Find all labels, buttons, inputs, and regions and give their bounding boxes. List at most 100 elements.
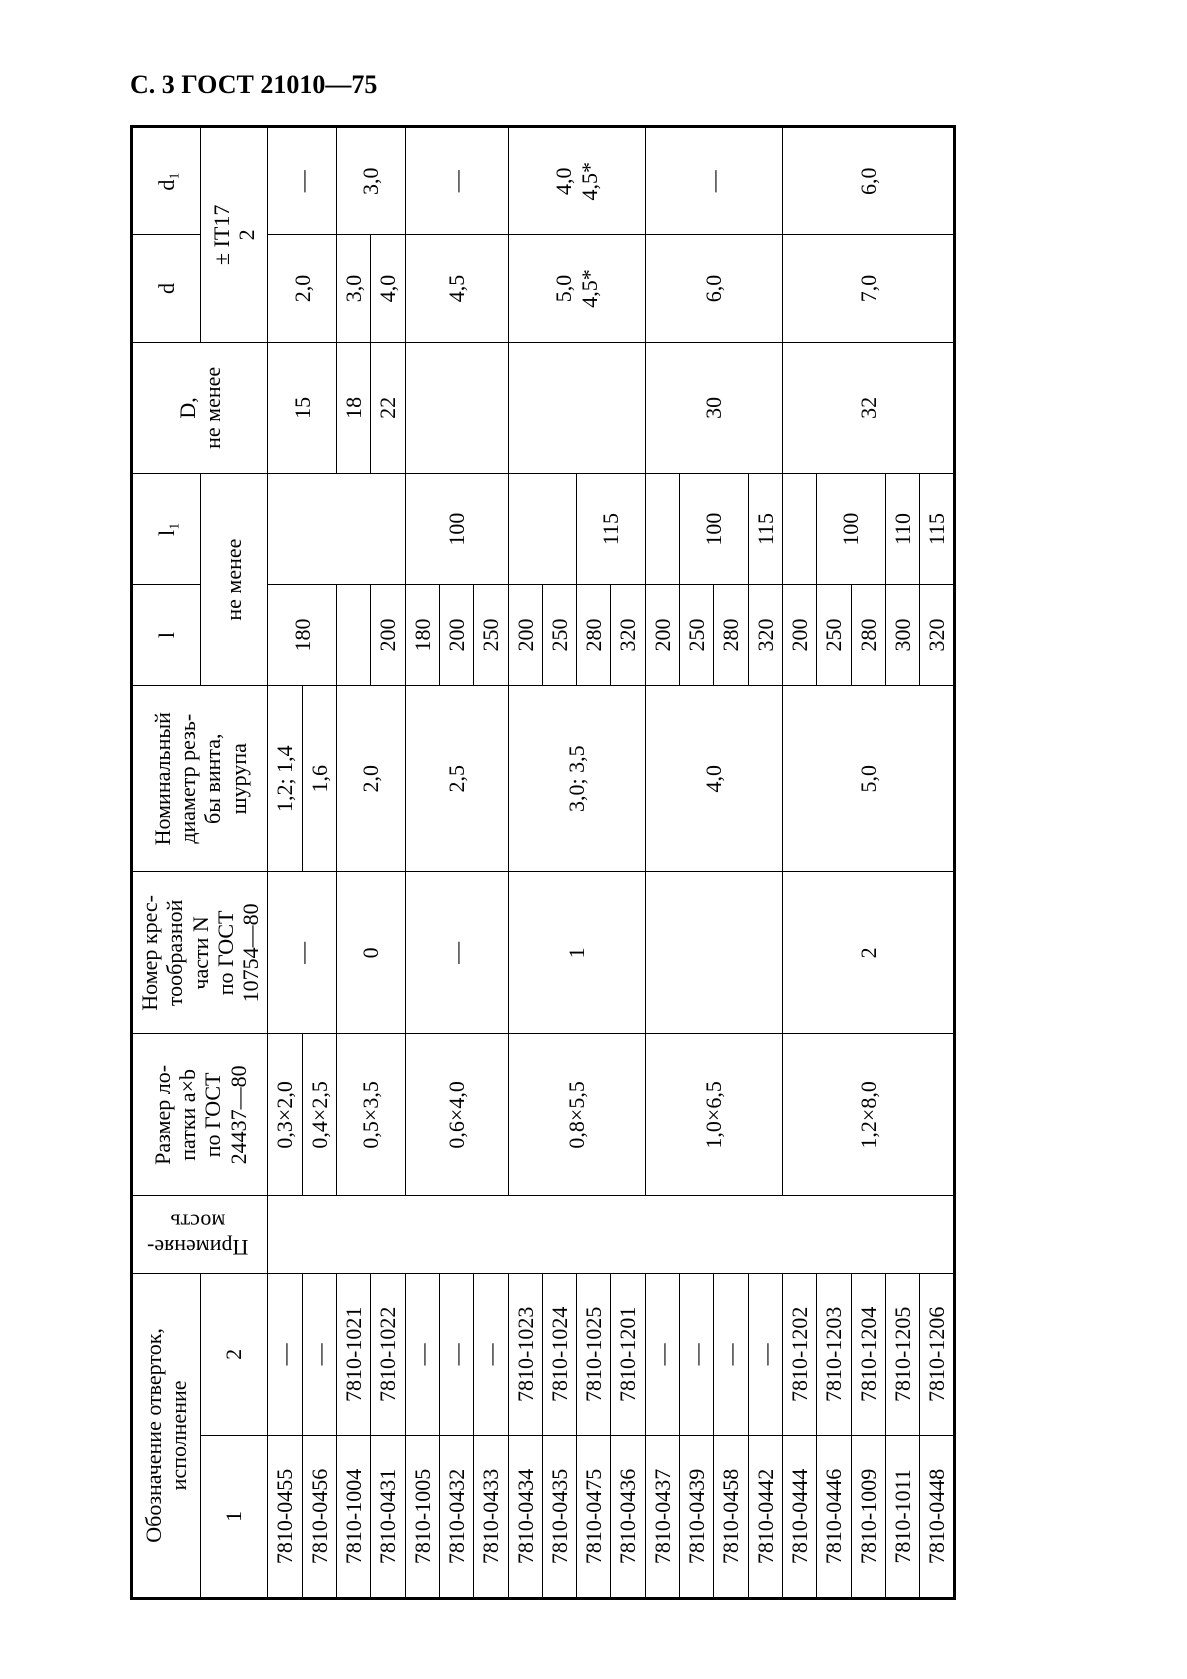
cell-l: 280 bbox=[714, 584, 748, 685]
cell-th: 4,0 bbox=[645, 686, 782, 872]
cell-d: 4,0 bbox=[371, 235, 405, 342]
cell-code1: 7810-0458 bbox=[714, 1435, 748, 1598]
cell-D: 30 bbox=[645, 342, 782, 474]
cell-code1: 7810-0439 bbox=[680, 1435, 714, 1598]
hdr-ne-menee: не менее bbox=[200, 474, 268, 686]
cell-code2: 7810-1025 bbox=[577, 1273, 611, 1435]
cell-code2: 7810-1205 bbox=[885, 1273, 919, 1435]
cell-l: 200 bbox=[508, 584, 542, 685]
cell-l1 bbox=[268, 474, 405, 585]
cell-l bbox=[337, 584, 371, 685]
cell-code2: — bbox=[405, 1273, 439, 1435]
cell-d: 5,04,5* bbox=[508, 235, 645, 342]
cell-d1: — bbox=[268, 127, 337, 235]
cell-code1: 7810-0431 bbox=[371, 1435, 405, 1598]
hdr-cross-no: Номер крес-тообразнойчасти Nпо ГОСТ10754… bbox=[132, 872, 268, 1034]
cell-code2: — bbox=[474, 1273, 508, 1435]
cell-l: 280 bbox=[851, 584, 885, 685]
cell-ab: 0,6×4,0 bbox=[405, 1034, 508, 1196]
cell-code2: — bbox=[680, 1273, 714, 1435]
cell-l: 250 bbox=[680, 584, 714, 685]
cell-code1: 7810-0435 bbox=[542, 1435, 576, 1598]
cell-code1: 7810-1011 bbox=[885, 1435, 919, 1598]
hdr-designation: Обозначение отверток,исполнение bbox=[132, 1273, 201, 1598]
cell-ab: 0,4×2,5 bbox=[302, 1034, 336, 1196]
cell-l: 200 bbox=[782, 584, 816, 685]
cell-code1: 7810-0448 bbox=[920, 1435, 955, 1598]
cell-D bbox=[508, 342, 645, 474]
cell-code1: 7810-0442 bbox=[748, 1435, 782, 1598]
hdr-d1: d₁ bbox=[132, 127, 201, 235]
cell-th: 3,0; 3,5 bbox=[508, 686, 645, 872]
cell-th: 2,5 bbox=[405, 686, 508, 872]
cell-l1 bbox=[508, 474, 577, 585]
cell-code1: 7810-0456 bbox=[302, 1435, 336, 1598]
hdr-tolerance: ± IT17 2 bbox=[200, 127, 268, 343]
cell-th: 5,0 bbox=[782, 686, 954, 872]
cell-l1 bbox=[782, 474, 816, 585]
cell-d: 3,0 bbox=[337, 235, 371, 342]
cell-code1: 7810-0444 bbox=[782, 1435, 816, 1598]
cell-code1: 7810-1005 bbox=[405, 1435, 439, 1598]
cell-kr: 1 bbox=[508, 872, 645, 1034]
cell-code1: 7810-1009 bbox=[851, 1435, 885, 1598]
cell-kr bbox=[645, 872, 782, 1034]
cell-l: 250 bbox=[817, 584, 851, 685]
cell-ab: 0,3×2,0 bbox=[268, 1034, 302, 1196]
cell-applicability bbox=[268, 1196, 955, 1273]
cell-code1: 7810-0475 bbox=[577, 1435, 611, 1598]
cell-l1: 115 bbox=[920, 474, 955, 585]
cell-th: 1,2; 1,4 bbox=[268, 686, 302, 872]
table-body: 7810-0455—0,3×2,0—1,2; 1,4180152,0—7810-… bbox=[268, 127, 955, 1599]
cell-code1: 7810-0432 bbox=[439, 1435, 473, 1598]
page: С. 3 ГОСТ 21010—75 Обозначение отверток,… bbox=[0, 0, 1187, 1679]
cell-D: 32 bbox=[782, 342, 954, 474]
cell-l: 320 bbox=[748, 584, 782, 685]
gost-table: Обозначение отверток,исполнение Применяе… bbox=[130, 125, 956, 1600]
cell-l: 320 bbox=[920, 584, 955, 685]
cell-l: 250 bbox=[474, 584, 508, 685]
cell-code1: 7810-0436 bbox=[611, 1435, 645, 1598]
cell-l: 280 bbox=[577, 584, 611, 685]
cell-D: 22 bbox=[371, 342, 405, 474]
hdr-d: d bbox=[132, 235, 201, 342]
cell-d1: — bbox=[645, 127, 782, 235]
cell-code2: 7810-1203 bbox=[817, 1273, 851, 1435]
cell-ab: 0,8×5,5 bbox=[508, 1034, 645, 1196]
cell-d1: 3,0 bbox=[337, 127, 406, 235]
cell-code2: 7810-1201 bbox=[611, 1273, 645, 1435]
table-wrap: Обозначение отверток,исполнение Применяе… bbox=[130, 125, 1070, 1600]
cell-D bbox=[405, 342, 508, 474]
hdr-nom-thread: Номинальныйдиаметр резь-бы винта,шурупа bbox=[132, 686, 268, 872]
cell-d1: — bbox=[405, 127, 508, 235]
cell-kr: 0 bbox=[337, 872, 406, 1034]
cell-code2: — bbox=[439, 1273, 473, 1435]
table-row: 7810-0437—1,0×6,54,0200306,0— bbox=[645, 127, 679, 1599]
cell-l: 200 bbox=[439, 584, 473, 685]
cell-l: 180 bbox=[268, 584, 337, 685]
hdr-D: D,не менее bbox=[132, 342, 268, 474]
cell-code2: 7810-1206 bbox=[920, 1273, 955, 1435]
cell-l1: 115 bbox=[577, 474, 646, 585]
cell-th: 2,0 bbox=[337, 686, 406, 872]
cell-code1: 7810-0434 bbox=[508, 1435, 542, 1598]
cell-code2: 7810-1022 bbox=[371, 1273, 405, 1435]
cell-l1: 110 bbox=[885, 474, 919, 585]
hdr-col2: 2 bbox=[200, 1273, 268, 1435]
hdr-l: l bbox=[132, 584, 201, 685]
cell-code1: 7810-1004 bbox=[337, 1435, 371, 1598]
cell-D: 18 bbox=[337, 342, 371, 474]
cell-code2: — bbox=[714, 1273, 748, 1435]
cell-d: 6,0 bbox=[645, 235, 782, 342]
table-row: 7810-10047810-10210,5×3,502,0183,03,0 bbox=[337, 127, 371, 1599]
cell-l: 200 bbox=[645, 584, 679, 685]
cell-code1: 7810-0433 bbox=[474, 1435, 508, 1598]
cell-l1: 100 bbox=[817, 474, 886, 585]
cell-code2: 7810-1023 bbox=[508, 1273, 542, 1435]
cell-d: 4,5 bbox=[405, 235, 508, 342]
cell-kr: — bbox=[268, 872, 337, 1034]
cell-l1: 115 bbox=[748, 474, 782, 585]
cell-l1 bbox=[645, 474, 679, 585]
table-row: 7810-0455—0,3×2,0—1,2; 1,4180152,0— bbox=[268, 127, 302, 1599]
table-head: Обозначение отверток,исполнение Применяе… bbox=[132, 127, 268, 1599]
